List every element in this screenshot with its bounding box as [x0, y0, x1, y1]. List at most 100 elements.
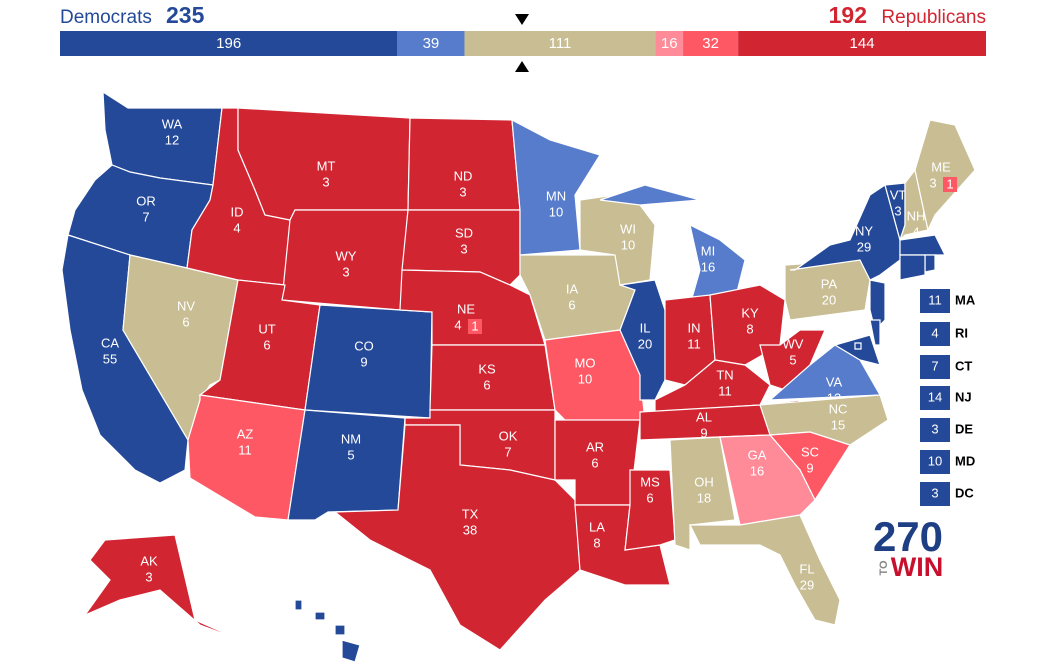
state-abbr: PA [821, 276, 838, 291]
state-shape [287, 409, 406, 521]
state-abbr: WA [162, 116, 183, 131]
state-votes: 15 [831, 417, 845, 432]
dem-total: 235 [166, 2, 205, 28]
state-box [920, 418, 950, 442]
state-abbr: OR [136, 193, 156, 208]
bar-segment [683, 31, 739, 56]
state-votes: 10 [928, 453, 942, 468]
state-votes: 16 [750, 463, 764, 478]
district-votes: 1 [946, 176, 953, 191]
state-abbr: IL [640, 320, 651, 335]
state-abbr: KS [478, 361, 496, 376]
dem-label: Democrats [60, 7, 152, 28]
state-votes: 8 [746, 321, 753, 336]
state-shape [429, 344, 556, 411]
state-abbr: WY [336, 248, 357, 263]
state-abbr: MI [701, 243, 715, 258]
state-votes: 16 [701, 259, 715, 274]
state-votes: 6 [646, 490, 653, 505]
state-abbr: FL [799, 561, 814, 576]
state-abbr: MN [546, 188, 566, 203]
state-shape [924, 254, 936, 273]
state-shape [624, 469, 676, 551]
state-votes: 7 [142, 209, 149, 224]
state-abbr: SD [455, 225, 473, 240]
state-abbr: GA [748, 447, 767, 462]
state-shape [281, 209, 409, 311]
state-abbr: ME [931, 159, 951, 174]
state-votes: 11 [718, 383, 732, 398]
district-box [468, 319, 482, 334]
state-votes: 4 [233, 220, 240, 235]
state-votes: 7 [931, 358, 938, 373]
state-votes: 9 [700, 425, 707, 440]
state-shape [294, 599, 303, 611]
state-abbr: CA [101, 335, 119, 350]
state-votes: 3 [145, 569, 152, 584]
state-shape [759, 329, 826, 391]
state-abbr: WI [620, 221, 636, 236]
district-box [943, 177, 957, 192]
bar-label: 144 [850, 35, 875, 52]
state-abbr: MS [640, 474, 660, 489]
state-abbr: MT [317, 158, 336, 173]
state-box [920, 289, 950, 313]
state-votes: 6 [591, 455, 598, 470]
state-votes: 6 [182, 314, 189, 329]
state-abbr: HI [316, 629, 329, 644]
state-votes: 4 [931, 325, 938, 340]
state-shape [341, 639, 361, 663]
bar-label: 16 [661, 35, 678, 52]
state-votes: 3 [459, 184, 466, 199]
state-votes: 6 [483, 377, 490, 392]
state-shape [511, 118, 601, 256]
state-abbr: NE [457, 301, 475, 316]
state-shape [333, 424, 581, 651]
state-votes: 9 [806, 460, 813, 475]
state-abbr: NV [177, 298, 195, 313]
state-abbr: NY [855, 223, 873, 238]
state-votes: 4 [912, 224, 919, 239]
state-abbr: KY [741, 305, 759, 320]
state-votes: 10 [578, 371, 592, 386]
state-abbr: VA [826, 374, 843, 389]
state-box [920, 482, 950, 506]
state-votes: 4 [318, 645, 325, 660]
state-shape [854, 342, 862, 350]
logo: 270 TO WIN [873, 513, 943, 582]
bar-segment [60, 31, 398, 56]
state-votes: 5 [347, 447, 354, 462]
state-abbr: RI [955, 325, 968, 340]
state-votes: 3 [931, 485, 938, 500]
state-votes: 3 [342, 264, 349, 279]
state-abbr: DC [955, 485, 974, 500]
state-abbr: NC [829, 401, 848, 416]
state-votes: 6 [568, 297, 575, 312]
tally-bar: 196 39 111 16 32 144 [60, 31, 986, 56]
state-abbr: MO [575, 355, 596, 370]
rep-total: 192 [829, 2, 867, 28]
bar-label: 39 [423, 35, 440, 52]
small-states: 11 MA 4 RI 7 CT 14 NJ 3 DE 10 MD 3 DC [920, 289, 976, 506]
state-votes: 3 [322, 174, 329, 189]
bar-label: 196 [216, 35, 241, 52]
state-abbr: CT [955, 358, 972, 373]
marker-top [515, 14, 529, 25]
bar-segment [655, 31, 684, 56]
bar-segment [397, 31, 465, 56]
state-shape [334, 624, 346, 636]
state-abbr: MD [955, 453, 975, 468]
state-shape [689, 514, 841, 626]
state-abbr: IN [688, 320, 701, 335]
state-abbr: VT [890, 187, 907, 202]
logo-number: 270 [873, 513, 943, 560]
state-votes: 11 [238, 442, 252, 457]
district-votes: 1 [471, 318, 478, 333]
state-abbr: NM [341, 431, 361, 446]
state-votes: 14 [928, 389, 942, 404]
state-votes: 9 [360, 354, 367, 369]
state-votes: 7 [504, 444, 511, 459]
state-shape [833, 334, 881, 366]
state-abbr: TX [462, 506, 479, 521]
state-shape [304, 304, 433, 419]
